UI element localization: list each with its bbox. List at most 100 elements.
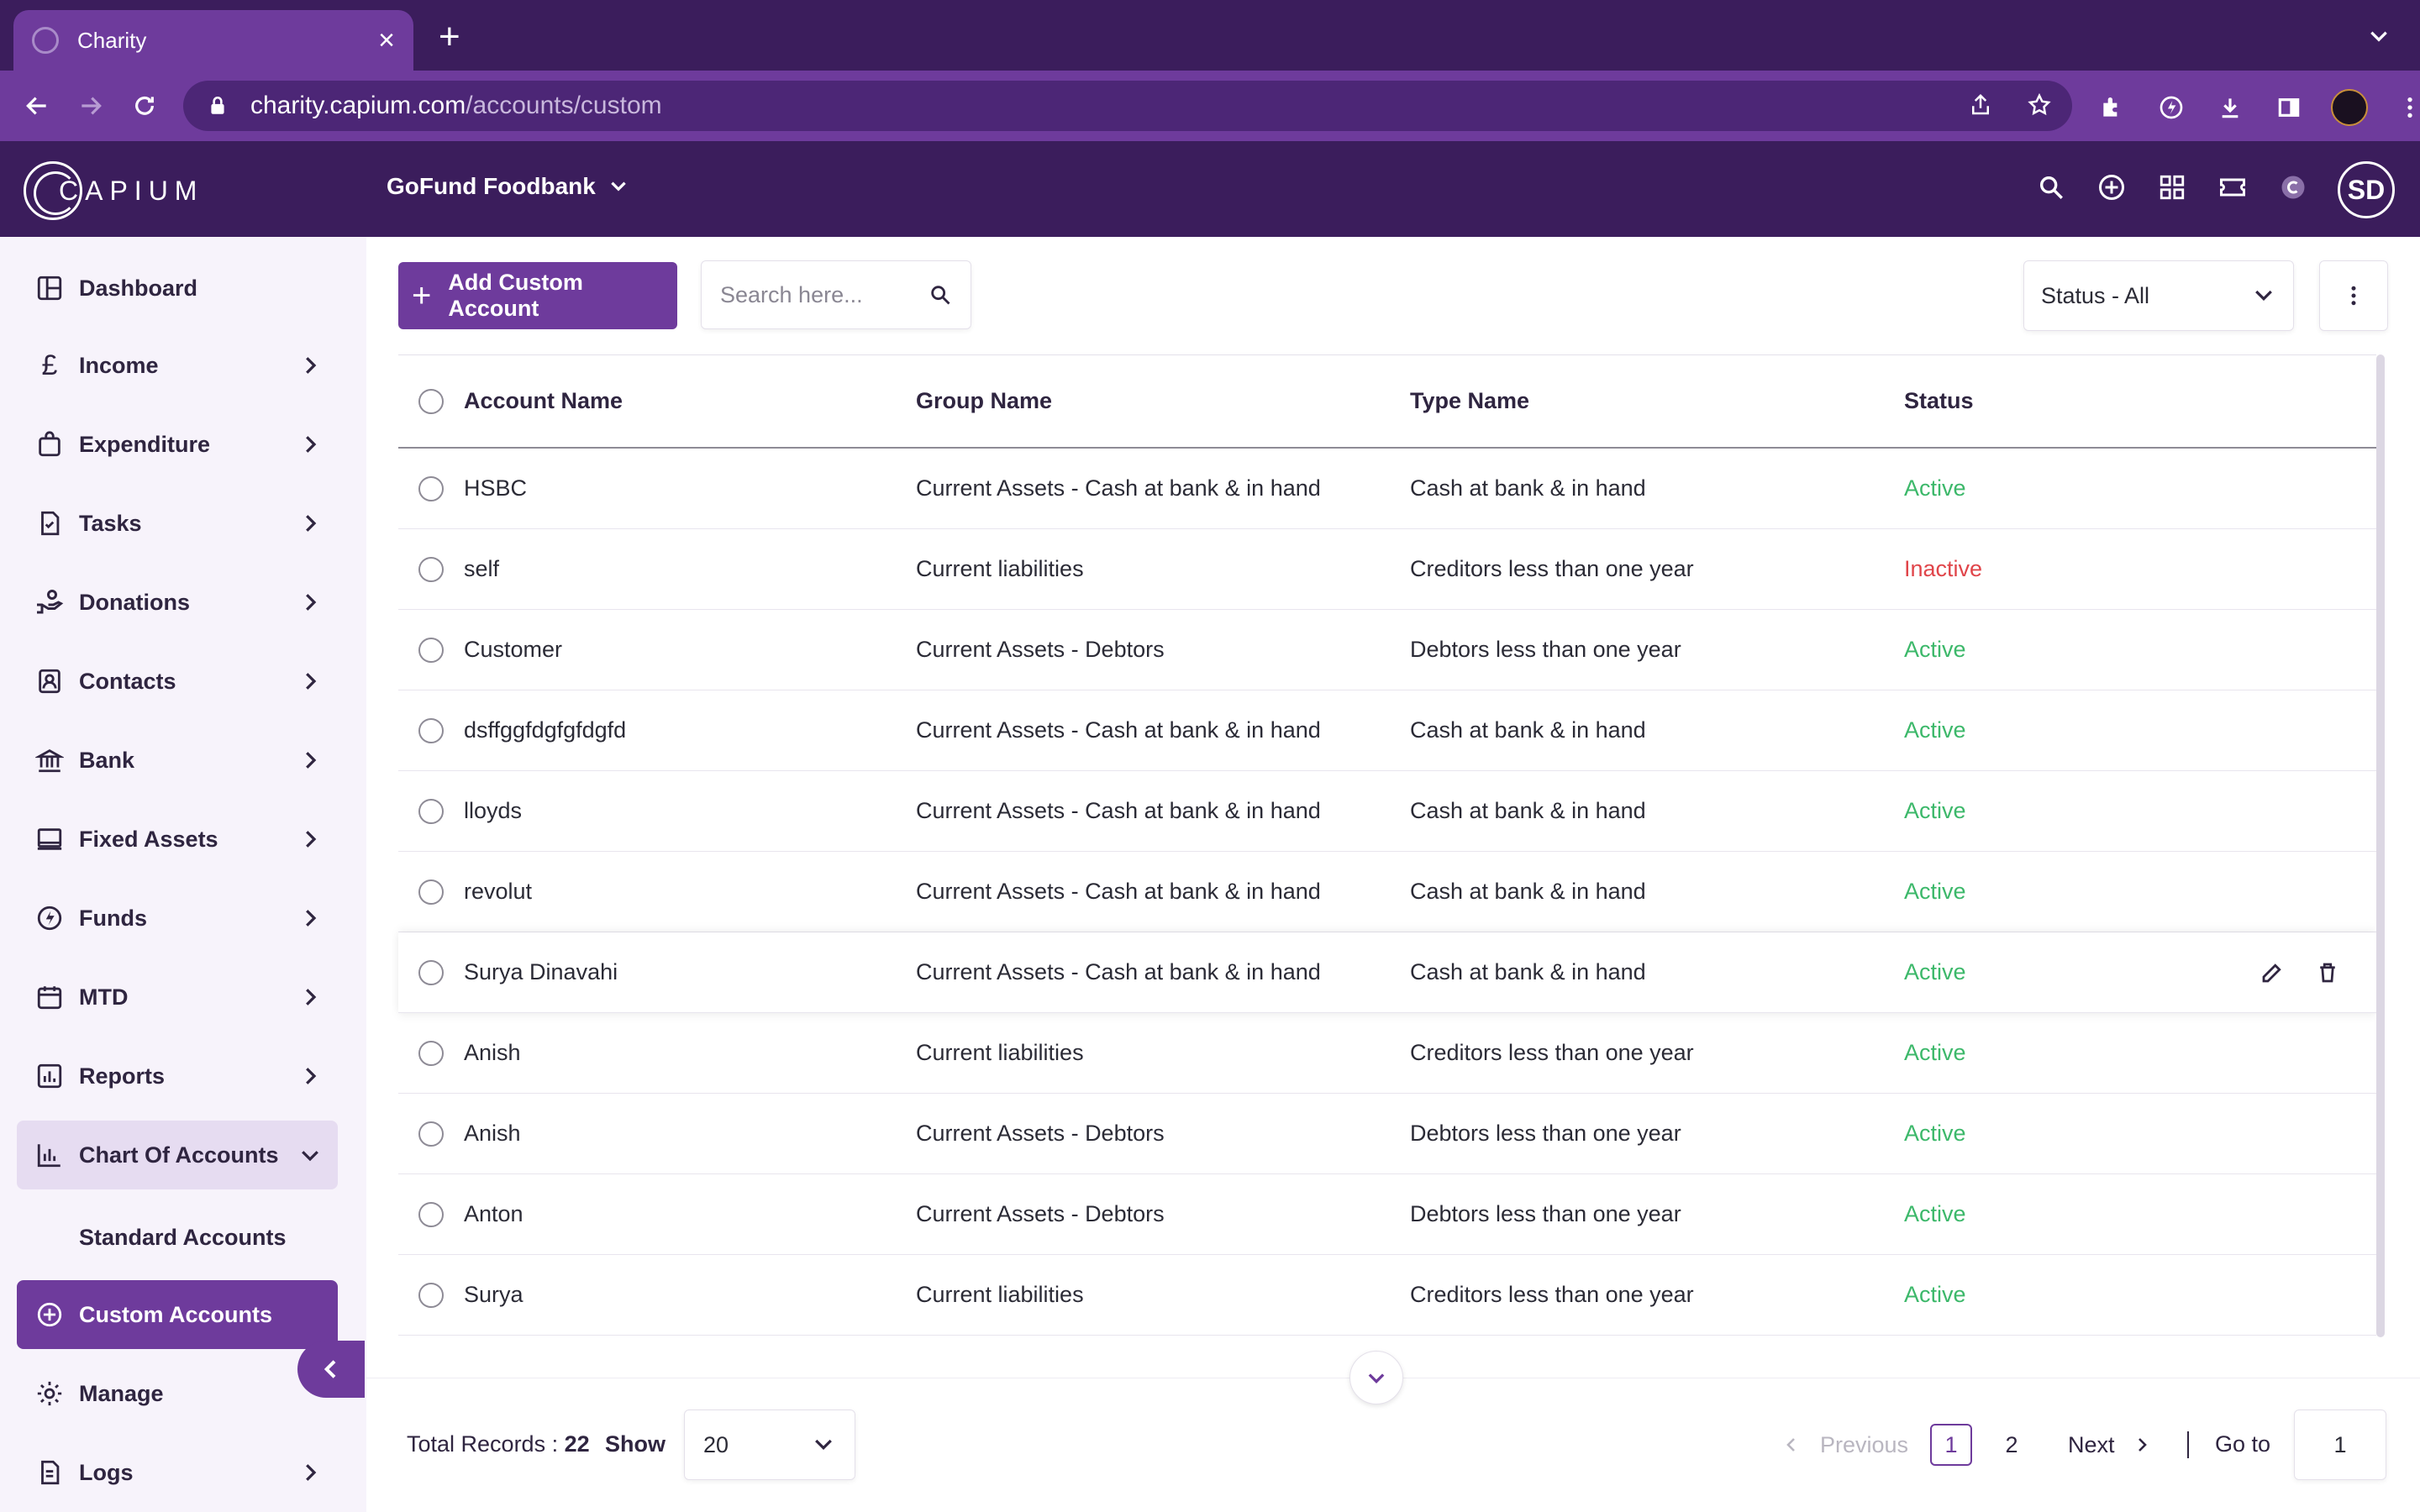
- table-header: Account Name Group Name Type Name Status: [398, 354, 2376, 449]
- address-bar[interactable]: charity.capium.com/accounts/custom: [183, 81, 2072, 131]
- row-checkbox[interactable]: [418, 637, 444, 663]
- goto-page-input[interactable]: 1: [2294, 1410, 2386, 1480]
- table-row[interactable]: Surya Current liabilities Creditors less…: [398, 1255, 2376, 1336]
- row-checkbox[interactable]: [418, 1282, 444, 1308]
- collapse-sidebar-button[interactable]: [297, 1341, 365, 1398]
- column-header-account-name[interactable]: Account Name: [464, 388, 623, 413]
- more-options-button[interactable]: [2319, 260, 2388, 331]
- row-checkbox[interactable]: [418, 556, 444, 582]
- add-custom-account-button[interactable]: + Add Custom Account: [398, 262, 677, 329]
- type-name-cell: Creditors less than one year: [1410, 1040, 1694, 1065]
- table-row[interactable]: self Current liabilities Creditors less …: [398, 529, 2376, 610]
- sidebar-item-label: Funds: [79, 905, 147, 931]
- next-page-button[interactable]: Next: [2068, 1432, 2152, 1458]
- chevron-right-icon: [306, 1464, 317, 1481]
- table-row[interactable]: revolut Current Assets - Cash at bank & …: [398, 852, 2376, 932]
- sidebar-item-label: Reports: [79, 1063, 166, 1089]
- sidebar-item-custom-accounts[interactable]: Custom Accounts: [17, 1280, 338, 1349]
- page-button-2[interactable]: 2: [2005, 1431, 2018, 1457]
- row-checkbox[interactable]: [418, 798, 444, 824]
- sidebar-item-income[interactable]: £ Income: [17, 331, 338, 400]
- plus-circle-icon: [34, 1299, 66, 1331]
- sidebar-item-funds[interactable]: Funds: [17, 884, 338, 953]
- row-checkbox[interactable]: [418, 1201, 444, 1227]
- side-panel-icon[interactable]: [2272, 91, 2306, 124]
- table-footer: [366, 1378, 2420, 1512]
- chevron-right-icon: [306, 989, 317, 1005]
- sidebar-item-reports[interactable]: Reports: [17, 1042, 338, 1110]
- sidebar-item-label: Bank: [79, 747, 135, 773]
- sidebar-item-label: Fixed Assets: [79, 826, 218, 852]
- add-circle-icon[interactable]: [2094, 170, 2129, 205]
- bookmark-star-icon[interactable]: [2027, 92, 2052, 118]
- sidebar-item-dashboard[interactable]: Dashboard: [17, 254, 338, 323]
- extension-bolt-icon[interactable]: [2154, 91, 2188, 124]
- delete-trash-icon[interactable]: [2312, 958, 2343, 988]
- table-row[interactable]: Anton Current Assets - Debtors Debtors l…: [398, 1174, 2376, 1255]
- type-name-cell: Creditors less than one year: [1410, 556, 1694, 581]
- row-checkbox[interactable]: [418, 959, 444, 985]
- page-size-select[interactable]: 20: [684, 1410, 855, 1480]
- table-row[interactable]: lloyds Current Assets - Cash at bank & i…: [398, 771, 2376, 852]
- table-row[interactable]: Surya Dinavahi Current Assets - Cash at …: [398, 932, 2376, 1013]
- table-row[interactable]: HSBC Current Assets - Cash at bank & in …: [398, 449, 2376, 529]
- sidebar-item-chart-of-accounts[interactable]: Chart Of Accounts: [17, 1121, 338, 1189]
- reload-icon[interactable]: [128, 89, 161, 123]
- profile-avatar[interactable]: [2331, 89, 2368, 126]
- previous-page-button[interactable]: Previous: [1781, 1432, 1908, 1458]
- sidebar-item-expenditure[interactable]: Expenditure: [17, 410, 338, 479]
- row-checkbox[interactable]: [418, 1121, 444, 1147]
- sidebar-subitem-standard-accounts[interactable]: Standard Accounts: [79, 1225, 287, 1250]
- status-filter-select[interactable]: Status - All: [2023, 260, 2294, 331]
- select-all-checkbox[interactable]: [418, 388, 444, 414]
- page-button-1[interactable]: 1: [1930, 1424, 1973, 1466]
- apps-grid-icon[interactable]: [2154, 170, 2190, 205]
- browser-tab[interactable]: Charity ×: [13, 10, 413, 71]
- sidebar-item-fixed-assets[interactable]: Fixed Assets: [17, 805, 338, 874]
- ticket-icon[interactable]: [2215, 170, 2250, 205]
- row-checkbox[interactable]: [418, 879, 444, 905]
- table-row[interactable]: Anish Current liabilities Creditors less…: [398, 1013, 2376, 1094]
- group-name-cell: Current Assets - Debtors: [916, 1201, 1165, 1226]
- column-header-group-name[interactable]: Group Name: [916, 388, 1053, 413]
- download-icon[interactable]: [2213, 91, 2247, 124]
- table-row[interactable]: dsffggfdgfgfdgfd Current Assets - Cash a…: [398, 690, 2376, 771]
- new-tab-icon[interactable]: +: [439, 16, 460, 57]
- tab-search-chevron-icon[interactable]: [2368, 25, 2390, 47]
- back-icon[interactable]: [20, 89, 54, 123]
- search-icon[interactable]: [2033, 170, 2069, 205]
- capium-logo[interactable]: CAPIUM: [24, 161, 203, 220]
- table-row[interactable]: Customer Current Assets - Debtors Debtor…: [398, 610, 2376, 690]
- sidebar-item-contacts[interactable]: Contacts: [17, 647, 338, 716]
- sidebar-item-label: MTD: [79, 984, 129, 1010]
- close-tab-icon[interactable]: ×: [378, 24, 395, 56]
- organization-switcher[interactable]: GoFund Foodbank: [387, 173, 629, 200]
- edit-pencil-icon[interactable]: [2257, 958, 2287, 988]
- sidebar-item-donations[interactable]: Donations: [17, 568, 338, 637]
- column-header-type-name[interactable]: Type Name: [1410, 388, 1530, 413]
- sidebar-item-tasks[interactable]: Tasks: [17, 489, 338, 558]
- search-input[interactable]: [720, 281, 929, 308]
- user-avatar[interactable]: SD: [2338, 161, 2395, 218]
- row-checkbox[interactable]: [418, 1040, 444, 1066]
- table-scrollbar[interactable]: [2376, 354, 2385, 1337]
- type-name-cell: Cash at bank & in hand: [1410, 879, 1646, 904]
- search-icon[interactable]: [929, 283, 952, 307]
- table-row[interactable]: Anish Current Assets - Debtors Debtors l…: [398, 1094, 2376, 1174]
- capium-c-icon[interactable]: [2275, 170, 2311, 205]
- sidebar-item-bank[interactable]: Bank: [17, 726, 338, 795]
- sidebar-item-mtd[interactable]: MTD: [17, 963, 338, 1032]
- chevron-down-icon: [302, 1151, 318, 1162]
- page-size-value: 20: [703, 1431, 729, 1457]
- account-name-cell: Customer: [464, 637, 563, 662]
- sidebar-item-manage[interactable]: Manage: [17, 1359, 338, 1428]
- extensions-puzzle-icon[interactable]: [2096, 91, 2129, 124]
- share-icon[interactable]: [1968, 92, 1993, 118]
- scroll-down-button[interactable]: [1349, 1351, 1403, 1404]
- column-header-status[interactable]: Status: [1904, 388, 1974, 413]
- sidebar-item-logs[interactable]: Logs: [17, 1438, 338, 1507]
- row-checkbox[interactable]: [418, 717, 444, 743]
- row-checkbox[interactable]: [418, 475, 444, 501]
- browser-menu-icon[interactable]: [2393, 91, 2420, 124]
- forward-icon[interactable]: [74, 89, 108, 123]
